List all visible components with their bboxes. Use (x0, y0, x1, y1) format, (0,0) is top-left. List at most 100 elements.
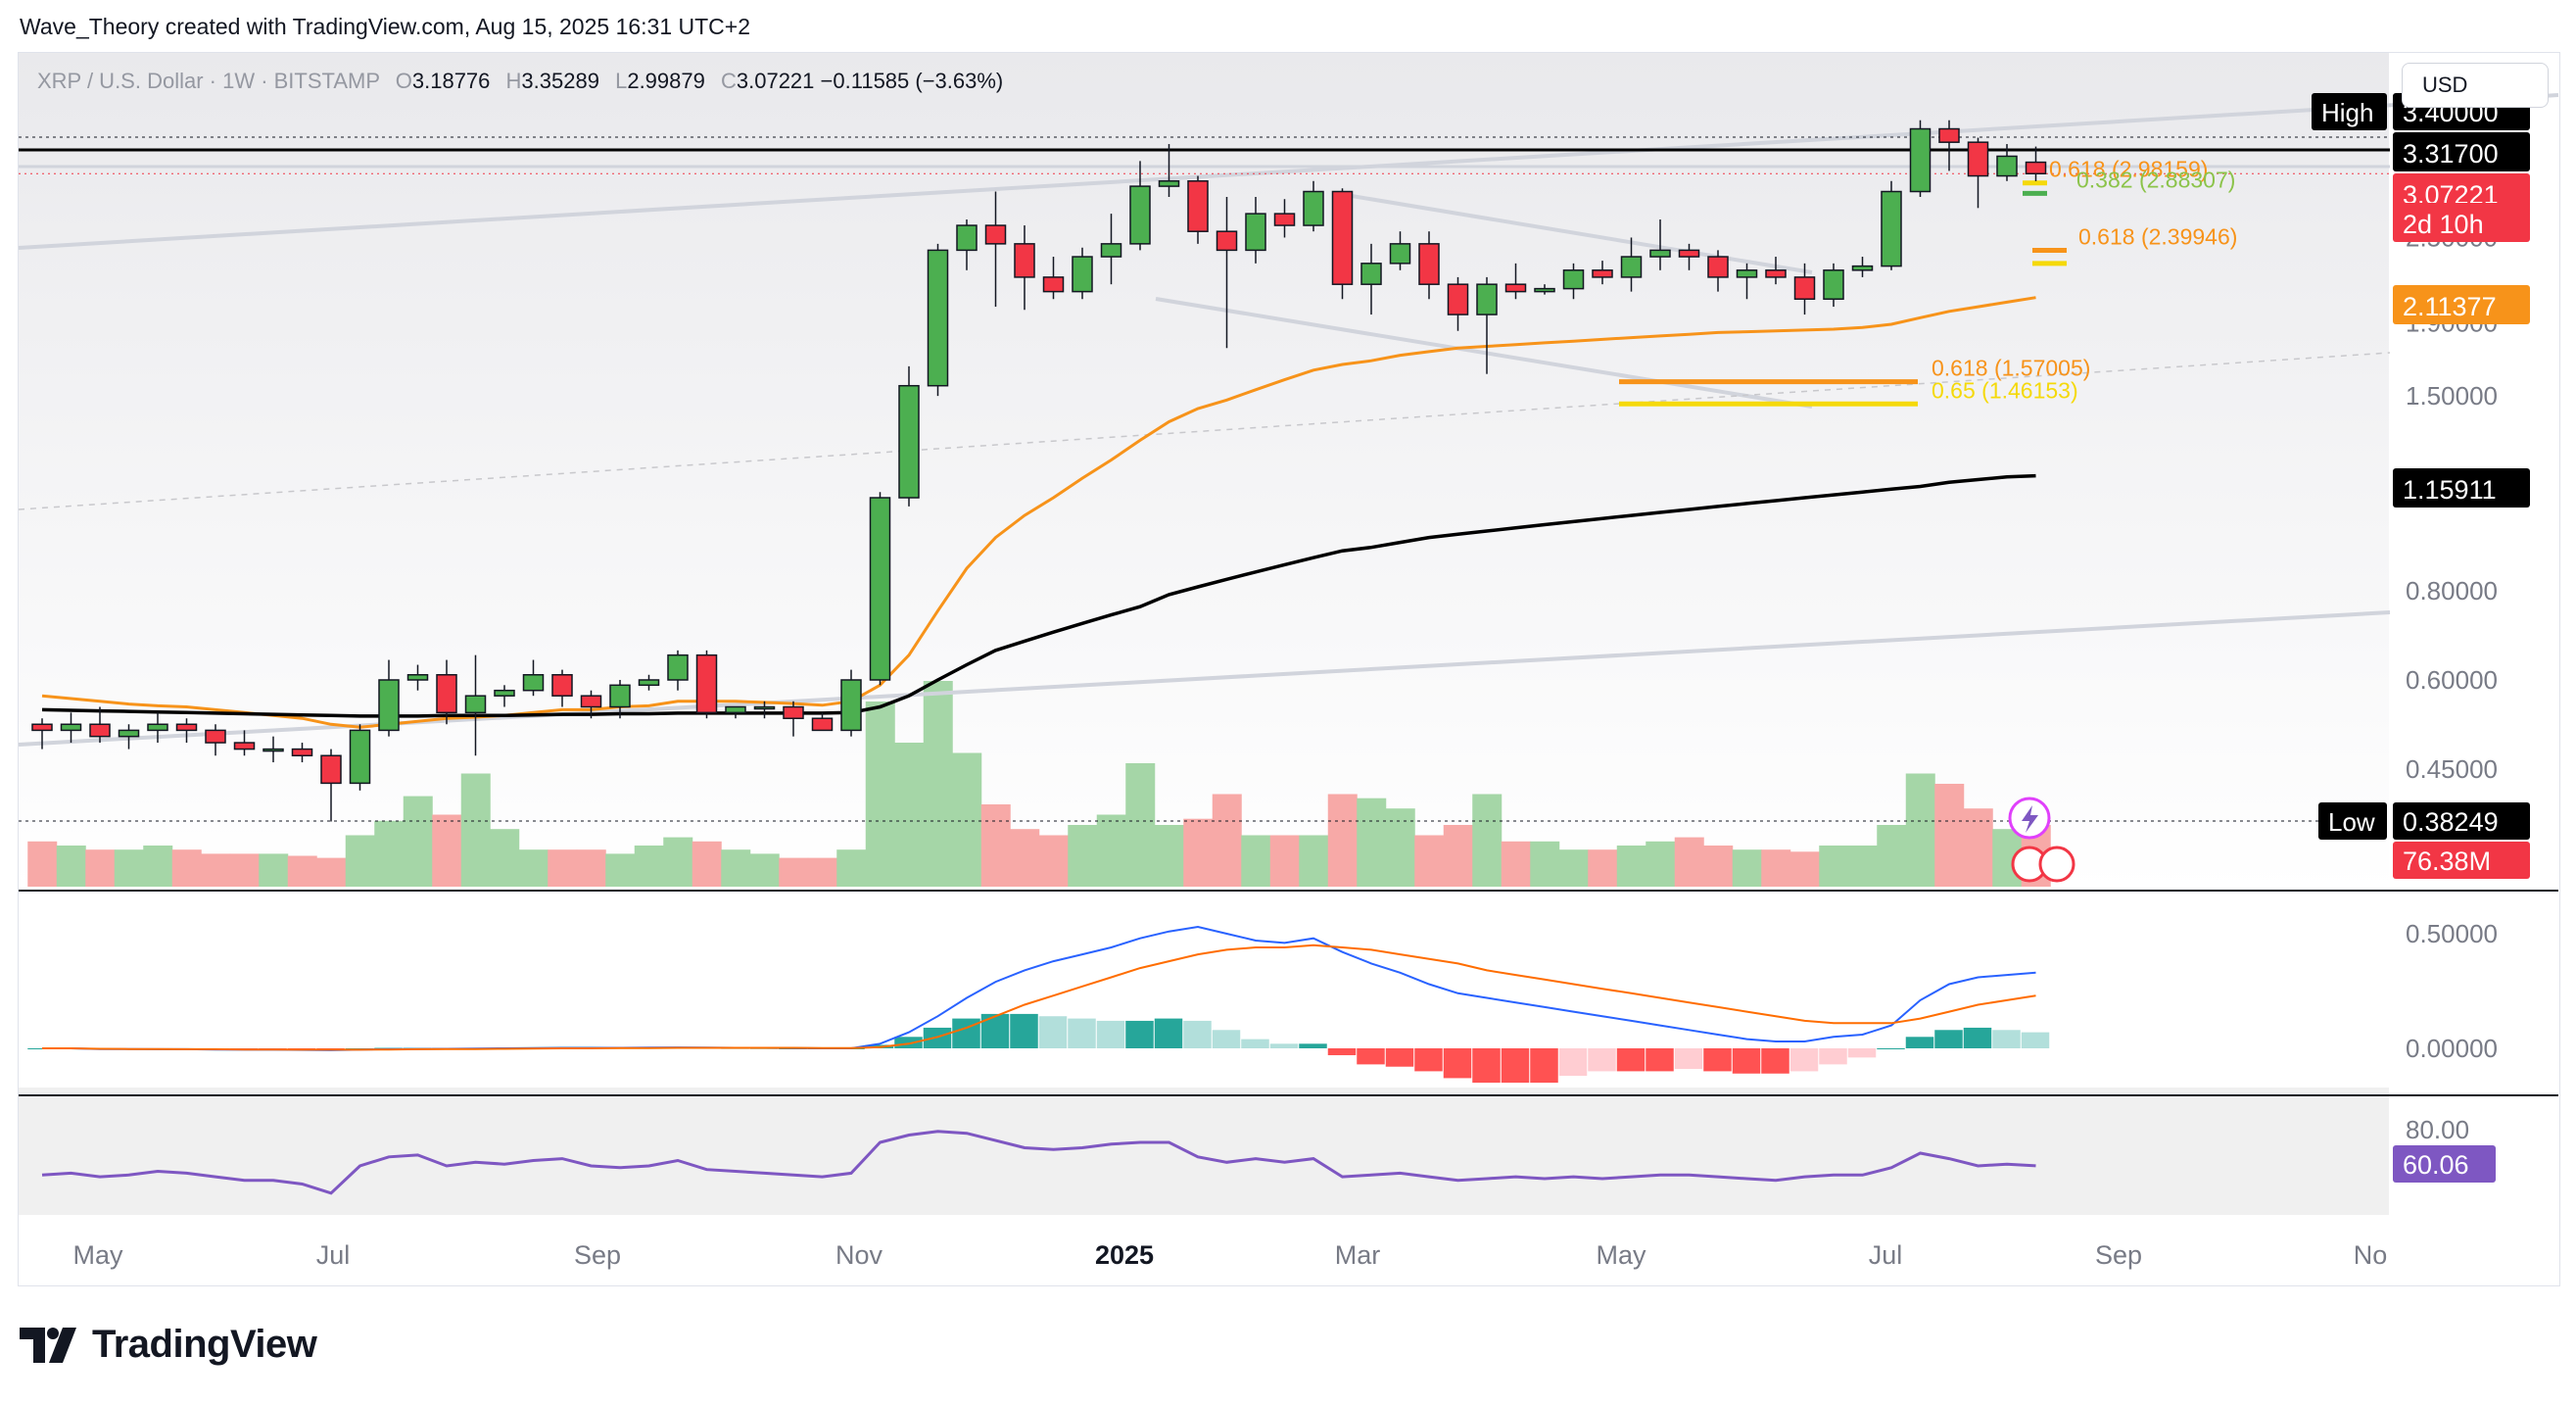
macd-histogram-bar (1269, 1043, 1299, 1048)
volume-bar (1010, 829, 1040, 887)
candle-body (1620, 256, 1643, 278)
close-label: C (720, 69, 737, 93)
candle-body (869, 497, 891, 681)
candle-body (638, 679, 660, 687)
volume-bar (432, 814, 462, 887)
candle-body (1014, 243, 1035, 278)
time-axis-label: 2025 (1095, 1240, 1154, 1270)
currency-button[interactable]: USD (2402, 63, 2549, 108)
low-tag-value-bg (2393, 802, 2530, 840)
volume-bar (1558, 849, 1589, 887)
volume-bar (1299, 835, 1329, 887)
candle-body (1592, 269, 1613, 278)
candle-body (1534, 287, 1555, 293)
fibonacci-levels: 0.618 (2.98159)0.382 (2.88307) 0.618 (2.3… (1619, 157, 2237, 407)
macd-histogram-bar (1096, 1020, 1125, 1048)
candle-body (1707, 256, 1729, 278)
candle-body (1360, 263, 1382, 285)
volume-bar (56, 846, 86, 887)
candle-body (1881, 190, 1902, 267)
candle-body (1678, 249, 1700, 258)
fib-level-label: 0.382 (2.88307) (2076, 167, 2235, 192)
candle-body (1158, 180, 1180, 187)
volume-bar (27, 841, 58, 887)
volume-bar (1934, 784, 1965, 887)
volume-bar (1963, 808, 1993, 887)
candle-body (1851, 265, 1874, 271)
candle-body (349, 729, 371, 785)
open-label: O (395, 69, 412, 93)
macd-histogram-bar (1241, 1039, 1269, 1048)
volume-bar (894, 743, 925, 887)
resistance-tag: 3.31700 (2403, 139, 2499, 169)
volume-bar (1877, 825, 1907, 887)
macd-histogram-bar (1963, 1027, 1992, 1048)
volume-bar (316, 857, 347, 887)
candle-body (1504, 283, 1527, 293)
tradingview-logo-icon (20, 1327, 76, 1363)
candle-body (1303, 190, 1324, 226)
price-axis-label: 1.50000 (2406, 381, 2498, 411)
macd-histogram-bar (1530, 1048, 1558, 1084)
candle-body (522, 674, 545, 692)
candle-body (147, 723, 168, 732)
candle-body (175, 723, 198, 732)
volume-bar (1125, 763, 1156, 887)
time-axis-label: May (1596, 1240, 1646, 1270)
open-value: 3.18776 (411, 69, 491, 93)
volume-bar (952, 752, 982, 887)
candlestick-series (31, 120, 2047, 822)
macd-histogram-bar (1905, 1037, 1934, 1048)
volume-bar (1327, 794, 1358, 887)
countdown-tag: 2d 10h (2403, 210, 2484, 239)
ema-slow-tag-bg (2393, 468, 2530, 508)
volume-bar (807, 857, 837, 887)
countdown-tag-bg (2393, 203, 2530, 242)
event-icons[interactable] (2008, 797, 2075, 883)
macd-histogram-bar (1558, 1048, 1588, 1077)
candle-body (406, 674, 429, 681)
candle-body (1216, 230, 1238, 252)
candle-body (436, 674, 457, 714)
volume-bar (1357, 798, 1387, 887)
volume-bar (490, 829, 520, 887)
macd-histogram-bar (1068, 1018, 1096, 1048)
volume-bar (1414, 835, 1445, 887)
price-axis-label: 0.60000 (2406, 665, 2498, 695)
volume-bar (923, 681, 953, 887)
volume-bar (980, 804, 1011, 887)
macd-histogram-bar (1154, 1018, 1183, 1048)
us-flag-icon[interactable] (2038, 846, 2075, 883)
macd-histogram-bar (27, 1048, 56, 1049)
low-label: L (615, 69, 628, 93)
low-value: 2.99879 (627, 69, 705, 93)
macd-histogram-bar (1732, 1048, 1761, 1074)
macd-histogram-bar (1472, 1048, 1501, 1084)
volume-bar (1732, 849, 1762, 887)
candle-body (1967, 141, 1989, 177)
volume-bar (1154, 825, 1184, 887)
volume-bar (1905, 773, 1935, 887)
volume-bar (1241, 835, 1271, 887)
volume-bar (1703, 846, 1734, 887)
high-label: H (505, 69, 522, 93)
macd-histogram-bar (1819, 1048, 1847, 1065)
candle-body (984, 224, 1007, 245)
candle-body (378, 679, 400, 732)
volume-bar (1616, 846, 1646, 887)
signal-line (42, 943, 2036, 1051)
volume-bar (779, 857, 809, 887)
macd-histogram-bar (1703, 1048, 1732, 1072)
candle-body (1909, 127, 1932, 193)
candle-body (898, 384, 920, 499)
volume-bar (201, 853, 231, 887)
rsi-indicator (41, 1130, 2036, 1195)
volume-tag-bg (2393, 842, 2530, 879)
volume-bar (749, 853, 780, 887)
macd-histogram-bar (1761, 1048, 1789, 1074)
macd-histogram-bar (1385, 1048, 1414, 1067)
macd-histogram-bar (1992, 1030, 2021, 1048)
low-tag-value: 0.38249 (2403, 807, 2499, 837)
candle-body (1476, 283, 1498, 315)
